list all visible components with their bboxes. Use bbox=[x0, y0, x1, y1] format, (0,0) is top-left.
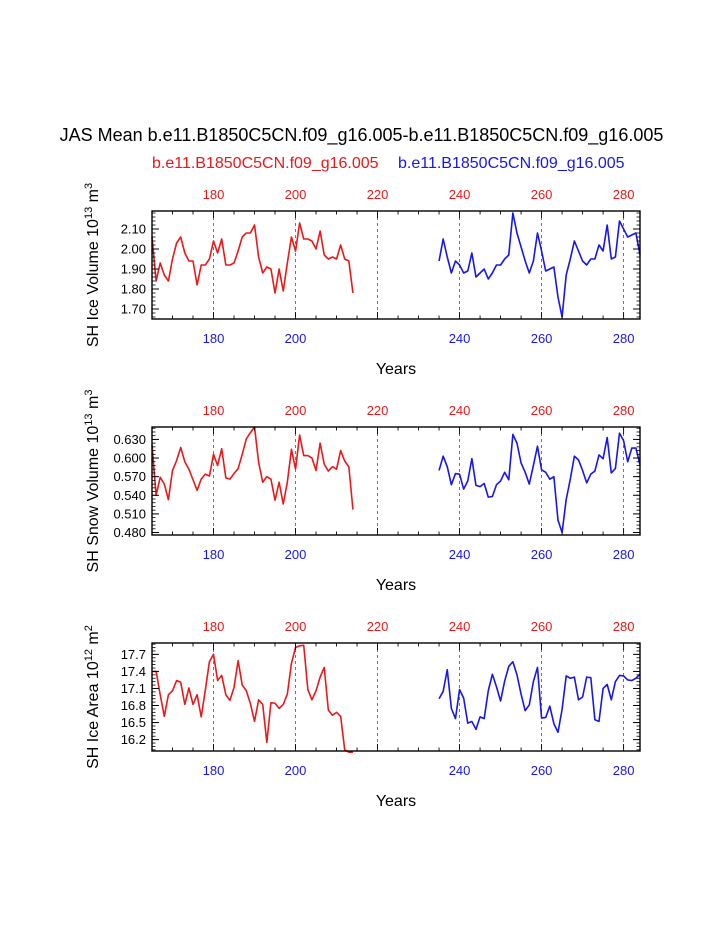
x-top-tick-label: 200 bbox=[285, 187, 307, 202]
y-tick-label: 16.8 bbox=[121, 698, 146, 713]
x-top-tick-label: 220 bbox=[367, 619, 389, 634]
y-tick-label: 2.10 bbox=[121, 222, 146, 237]
subtitle-right: b.e11.B1850C5CN.f09_g16.005 bbox=[398, 155, 625, 172]
y-tick-label: 0.570 bbox=[113, 469, 146, 484]
plot-frame bbox=[151, 642, 641, 752]
x-bottom-tick-label: 180 bbox=[203, 547, 225, 562]
x-top-tick-label: 260 bbox=[531, 619, 553, 634]
x-bottom-tick-label: 260 bbox=[531, 547, 553, 562]
x-top-tick-label: 180 bbox=[203, 403, 225, 418]
y-tick-label: 1.70 bbox=[121, 302, 146, 317]
y-axis-label: SH Ice Volume 1013 m3 bbox=[83, 183, 102, 347]
x-top-tick-label: 280 bbox=[613, 187, 635, 202]
x-bottom-tick-label: 280 bbox=[613, 547, 635, 562]
y-tick-label: 2.00 bbox=[121, 242, 146, 257]
x-top-tick-label: 200 bbox=[285, 403, 307, 418]
x-top-tick-label: 220 bbox=[367, 403, 389, 418]
y-tick-label: 17.7 bbox=[121, 647, 146, 662]
plot-frame bbox=[151, 426, 641, 536]
x-bottom-tick-label: 180 bbox=[203, 763, 225, 778]
series-line-right bbox=[438, 660, 641, 734]
x-top-tick-label: 260 bbox=[531, 187, 553, 202]
x-top-tick-label: 180 bbox=[203, 619, 225, 634]
y-axis-label: SH Ice Area 1012 m2 bbox=[83, 625, 102, 769]
y-tick-label: 0.480 bbox=[113, 525, 146, 540]
x-axis-label: Years bbox=[376, 577, 416, 594]
panel-ice-volume: 1.70 1.80 1.90 2.00 2.10 180 200 220 240 260 280 18… bbox=[83, 183, 641, 378]
y-axis-label: SH Snow Volume 1013 m3 bbox=[83, 390, 102, 573]
x-top-tick-label: 180 bbox=[203, 187, 225, 202]
panel-ice-area: 16.2 16.5 16.8 17.1 17.4 17.7 180 200 220 240 260 2… bbox=[83, 619, 641, 810]
y-tick-label: 0.630 bbox=[113, 432, 146, 447]
subtitle-left: b.e11.B1850C5CN.f09_g16.005 bbox=[152, 155, 379, 172]
x-bottom-tick-label: 200 bbox=[285, 331, 307, 346]
x-bottom-tick-label: 240 bbox=[449, 763, 471, 778]
x-top-tick-label: 260 bbox=[531, 403, 553, 418]
x-bottom-tick-label: 240 bbox=[449, 331, 471, 346]
x-axis-label: Years bbox=[376, 361, 416, 378]
x-top-tick-label: 280 bbox=[613, 619, 635, 634]
x-bottom-tick-label: 260 bbox=[531, 763, 553, 778]
y-tick-label: 0.600 bbox=[113, 451, 146, 466]
x-bottom-tick-label: 180 bbox=[203, 331, 225, 346]
y-tick-label: 17.4 bbox=[121, 664, 146, 679]
y-tick-label: 16.2 bbox=[121, 732, 146, 747]
x-bottom-tick-label: 280 bbox=[613, 331, 635, 346]
x-bottom-tick-label: 240 bbox=[449, 547, 471, 562]
x-bottom-tick-label: 260 bbox=[531, 331, 553, 346]
x-top-tick-label: 240 bbox=[449, 619, 471, 634]
series-line-right bbox=[438, 212, 641, 318]
y-tick-label: 16.5 bbox=[121, 715, 146, 730]
series-line-left bbox=[151, 426, 354, 510]
x-top-tick-label: 240 bbox=[449, 403, 471, 418]
y-tick-label: 17.1 bbox=[121, 681, 146, 696]
x-bottom-tick-label: 200 bbox=[285, 763, 307, 778]
y-tick-label: 0.540 bbox=[113, 488, 146, 503]
y-tick-label: 0.510 bbox=[113, 506, 146, 521]
y-tick-label: 1.80 bbox=[121, 282, 146, 297]
series-line-right bbox=[438, 432, 641, 534]
figure-title: JAS Mean b.e11.B1850C5CN.f09_g16.005-b.e… bbox=[59, 125, 664, 145]
series-line-left bbox=[152, 644, 353, 753]
y-tick-label: 1.90 bbox=[121, 262, 146, 277]
x-top-tick-label: 240 bbox=[449, 187, 471, 202]
panel-snow-volume: 0.480 0.510 0.540 0.570 0.600 0.630 180 200 220 2… bbox=[83, 390, 641, 594]
x-bottom-tick-label: 200 bbox=[285, 547, 307, 562]
x-top-tick-label: 220 bbox=[367, 187, 389, 202]
x-top-tick-label: 200 bbox=[285, 619, 307, 634]
x-axis-label: Years bbox=[376, 793, 416, 810]
series-line-left bbox=[151, 222, 354, 294]
x-bottom-tick-label: 280 bbox=[613, 763, 635, 778]
x-top-tick-label: 280 bbox=[613, 403, 635, 418]
